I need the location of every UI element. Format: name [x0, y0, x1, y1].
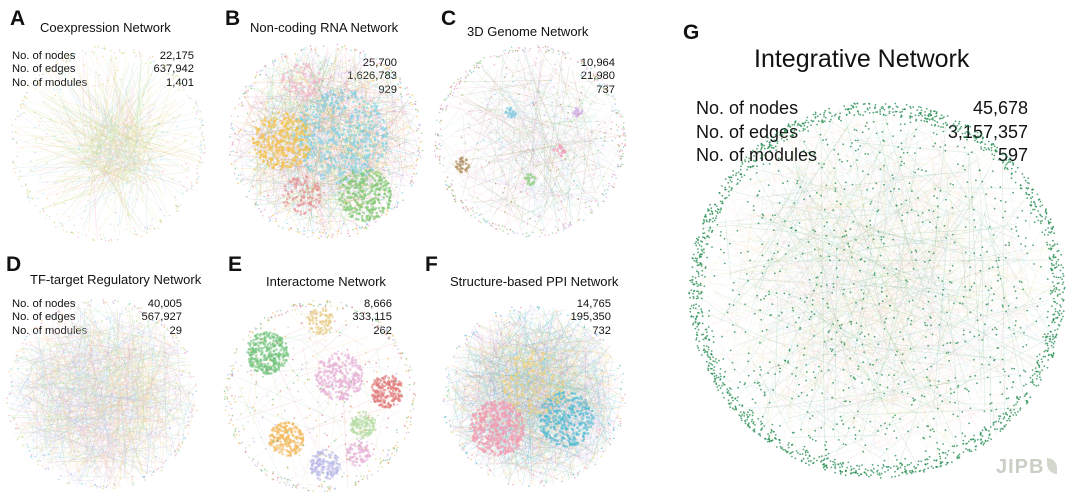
stats-integrative: No. of nodes 45,678 No. of edges 3,157,357…: [696, 97, 1028, 168]
panel-title-structure-ppi: Structure-based PPI Network: [450, 274, 619, 289]
panel-title-interactome: Interactome Network: [266, 274, 386, 289]
stat-row-edges: 195,350: [520, 311, 611, 324]
stat-row-nodes: 8,666: [320, 298, 392, 311]
stats-structure-ppi: 14,765 195,350 732: [520, 298, 611, 338]
stat-value-modules: 737: [596, 83, 615, 96]
panel-title-coexpression: Coexpression Network: [40, 20, 171, 35]
panel-letter-f: F: [425, 253, 438, 276]
stats-tf-target: No. of nodes 40,005 No. of edges 567,927 N…: [12, 298, 182, 338]
stat-value-nodes: 10,964: [580, 57, 615, 69]
network-graphic-3d-genome: [433, 44, 627, 238]
stat-row-modules: 929: [300, 84, 397, 97]
stat-row-modules: No. of modules 1,401: [12, 77, 194, 90]
panel-letter-g: G: [683, 21, 700, 44]
network-graphic-coexpression: [10, 46, 207, 242]
panel-title-integrative: Integrative Network: [754, 45, 970, 73]
stat-value-edges: 21,980: [580, 70, 615, 83]
network-graphic-tf-target: [6, 298, 198, 491]
stat-value-edges: 195,350: [570, 311, 611, 324]
stat-row-edges: 21,980: [520, 70, 615, 83]
stat-row-modules: 737: [520, 84, 615, 97]
stat-label-modules: No. of modules: [12, 76, 88, 89]
stat-label-edges: No. of edges: [12, 63, 76, 76]
jipb-logo: JIPB: [996, 456, 1058, 479]
stat-label-modules: No. of modules: [696, 145, 818, 165]
stat-label-nodes: No. of nodes: [12, 298, 76, 310]
stat-row-nodes: No. of nodes 40,005: [12, 298, 182, 311]
panel-letter-b: B: [225, 7, 241, 30]
stat-row-nodes: 10,964: [520, 57, 615, 70]
stat-value-edges: 1,626,783: [347, 70, 397, 83]
stat-label-edges: No. of edges: [12, 311, 76, 324]
stat-row-nodes: No. of nodes 45,678: [696, 97, 1028, 121]
stat-value-modules: 29: [169, 324, 182, 337]
panel-letter-d: D: [6, 253, 22, 276]
panel-letter-c: C: [441, 7, 457, 30]
stat-value-modules: 1,401: [166, 76, 194, 89]
stat-label-nodes: No. of nodes: [12, 50, 76, 62]
stat-row-edges: No. of edges 637,942: [12, 63, 194, 76]
stat-value-edges: 333,115: [352, 311, 392, 324]
network-graphic-interactome: [223, 299, 417, 493]
stat-row-edges: 1,626,783: [300, 70, 397, 83]
panel-letter-a: A: [10, 7, 26, 30]
stat-value-modules: 929: [378, 84, 397, 97]
stat-row-modules: No. of modules 29: [12, 325, 182, 338]
stat-value-nodes: 40,005: [147, 298, 182, 310]
stat-row-nodes: 14,765: [520, 298, 611, 311]
stat-label-nodes: No. of nodes: [696, 98, 799, 118]
stat-value-nodes: 45,678: [972, 98, 1028, 118]
panel-title-3d-genome: 3D Genome Network: [467, 24, 589, 39]
stats-coexpression: No. of nodes 22,175 No. of edges 637,942 N…: [12, 50, 194, 90]
stat-label-modules: No. of modules: [12, 324, 88, 337]
stat-value-edges: 637,942: [153, 63, 194, 76]
stat-value-nodes: 8,666: [364, 298, 392, 310]
panel-title-noncoding-rna: Non-coding RNA Network: [250, 20, 399, 35]
stat-row-modules: No. of modules 597: [696, 144, 1028, 168]
stat-row-edges: 333,115: [320, 311, 392, 324]
network-graphic-noncoding-rna: [228, 43, 424, 240]
stats-noncoding-rna: 25,700 1,626,783 929: [300, 57, 397, 97]
stat-value-nodes: 22,175: [159, 50, 194, 62]
stat-row-modules: 732: [520, 325, 611, 338]
stats-3d-genome: 10,964 21,980 737: [520, 57, 615, 97]
leaf-icon: [1047, 458, 1058, 474]
stat-value-nodes: 14,765: [576, 298, 611, 310]
network-graphic-structure-ppi: [442, 304, 626, 488]
stat-row-nodes: No. of nodes 22,175: [12, 50, 194, 63]
panel-title-tf-target: TF-target Regulatory Network: [30, 272, 202, 287]
network-graphic-integrative: [688, 102, 1066, 479]
panel-letter-e: E: [228, 253, 243, 276]
jipb-logo-text: JIPB: [996, 456, 1045, 478]
stat-value-modules: 732: [592, 324, 611, 337]
